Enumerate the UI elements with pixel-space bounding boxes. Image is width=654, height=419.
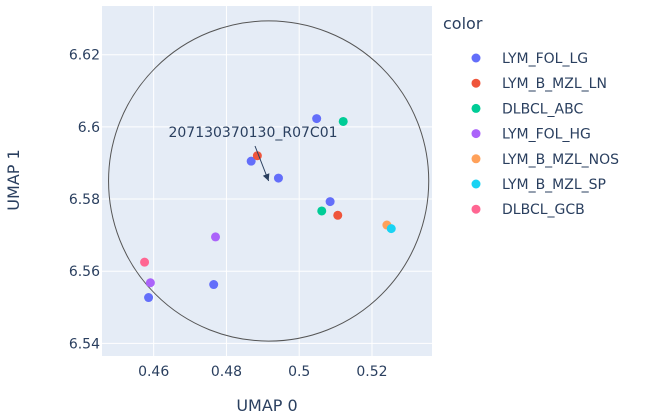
legend-marker [471, 78, 481, 88]
y-tick-label: 6.6 [78, 120, 100, 136]
point-dlbcl-abc [338, 116, 348, 126]
legend-label: LYM_B_MZL_SP [502, 177, 606, 193]
legend-label: DLBCL_GCB [502, 202, 585, 218]
y-axis-title: UMAP 1 [4, 149, 23, 210]
annotation: 207130370130_R07C01 [168, 125, 338, 182]
legend-marker [471, 204, 481, 214]
y-tick-label: 6.62 [69, 48, 100, 64]
highlight-circle-layer [108, 20, 430, 342]
y-tick-label: 6.56 [69, 264, 100, 280]
x-axis-title: UMAP 0 [236, 396, 297, 415]
plot-background [102, 6, 432, 356]
legend-marker [471, 154, 481, 164]
data-points [140, 114, 396, 303]
point-lym-fol-lg [312, 114, 322, 124]
y-tick-labels: 6.54 6.56 6.58 6.6 6.62 [69, 48, 100, 353]
x-tick-label: 0.48 [211, 364, 242, 380]
x-tick-label: 0.46 [138, 364, 169, 380]
point-dlbcl-abc [317, 206, 327, 216]
point-lym-b-mzl-ln [333, 210, 343, 220]
point-lym-fol-lg [325, 197, 335, 207]
y-tick-label: 6.58 [69, 192, 100, 208]
point-lym-fol-lg [209, 280, 219, 290]
legend-label: DLBCL_ABC [502, 101, 583, 117]
x-tick-label: 0.52 [356, 364, 387, 380]
x-tick-labels: 0.46 0.48 0.5 0.52 [138, 364, 387, 380]
annotation-text: 207130370130_R07C01 [168, 125, 337, 141]
x-tick-label: 0.5 [288, 364, 310, 380]
point-lym-fol-hg [145, 278, 155, 288]
legend-marker [471, 129, 481, 139]
highlight-circle [108, 20, 430, 342]
legend-marker [471, 179, 481, 189]
point-lym-fol-lg [246, 156, 256, 166]
point-lym-fol-lg [144, 293, 154, 303]
legend-marker [471, 103, 481, 113]
grid-lines [102, 6, 432, 356]
legend-label: LYM_B_MZL_NOS [502, 152, 619, 168]
point-dlbcl-gcb [140, 257, 150, 267]
legend-label: LYM_FOL_HG [502, 127, 591, 143]
point-lym-b-mzl-sp [386, 224, 396, 234]
legend: LYM_FOL_LG LYM_B_MZL_LN DLBCL_ABC LYM_FOL_H… [471, 51, 619, 218]
legend-title: color [443, 14, 483, 33]
y-tick-label: 6.54 [69, 336, 100, 352]
legend-marker [471, 53, 481, 63]
point-lym-fol-lg [273, 173, 283, 183]
point-lym-fol-hg [211, 232, 221, 242]
legend-label: LYM_FOL_LG [502, 51, 588, 67]
legend-label: LYM_B_MZL_LN [502, 76, 607, 92]
annotation-arrowhead [262, 173, 270, 181]
